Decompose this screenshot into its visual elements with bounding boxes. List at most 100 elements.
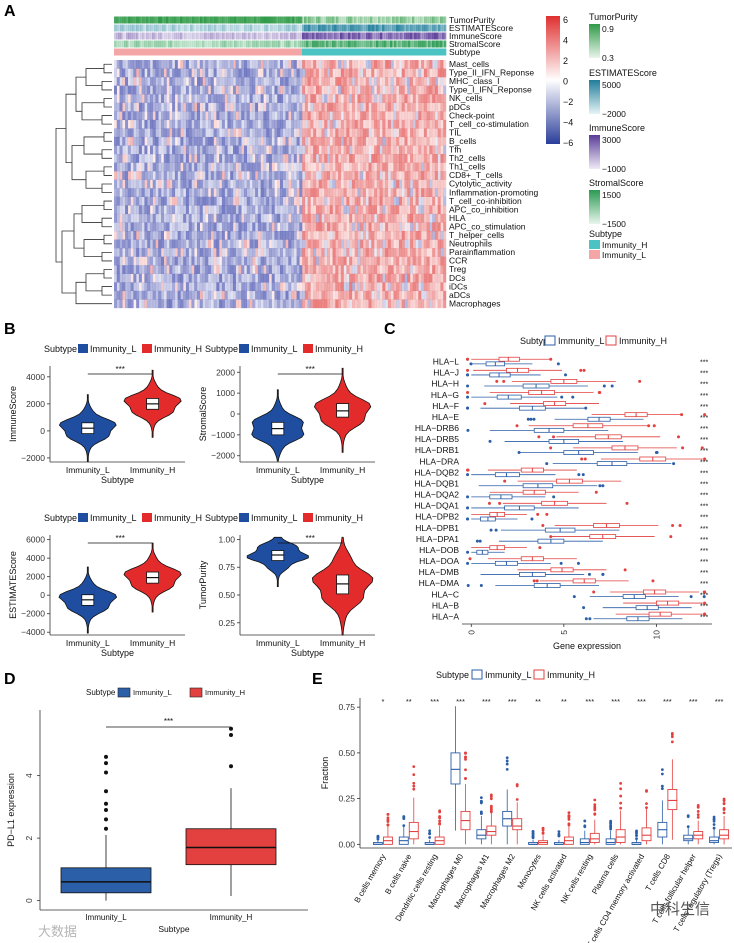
heatmap-cell (387, 239, 391, 249)
heatmap-cell (155, 94, 159, 103)
heatmap-cell (293, 162, 297, 172)
heatmap-cell (310, 273, 314, 283)
heatmap-cell (302, 111, 306, 121)
heatmap-cell (114, 119, 117, 129)
heatmap-cell (346, 68, 350, 78)
heatmap-cell (440, 60, 444, 69)
row-label: iDCs (449, 281, 467, 291)
heatmap-cell (274, 77, 278, 86)
heatmap-cell (429, 154, 433, 163)
heatmap-cell (266, 248, 270, 257)
y-tick-label: 2000 (216, 367, 235, 377)
heatmap-cell (368, 136, 372, 146)
heatmap-cell (385, 85, 389, 95)
heatmap-cell (288, 222, 292, 232)
heatmap-cell (365, 77, 369, 86)
heatmap-cell (329, 239, 333, 249)
heatmap-cell (437, 85, 441, 95)
heatmap-cell (216, 119, 220, 129)
heatmap-cell (396, 102, 400, 112)
heatmap-cell (315, 205, 319, 215)
annotation-cell (352, 32, 355, 40)
heatmap-cell (257, 256, 261, 266)
heatmap-cell (382, 68, 386, 78)
annotation-cell (326, 40, 329, 48)
legend-label: −2000 (602, 109, 626, 119)
legend-label: Immunity_L (90, 344, 137, 354)
heatmap-cell (418, 222, 422, 232)
heatmap-cell (396, 248, 400, 257)
heatmap-cell (379, 282, 383, 292)
heatmap-cell (407, 136, 411, 146)
heatmap-cell (437, 60, 441, 69)
heatmap-cell (227, 162, 231, 172)
heatmap-cell (244, 102, 247, 112)
annotation-cell (180, 48, 183, 56)
heatmap-cell (172, 273, 176, 283)
box-outlier (681, 446, 685, 450)
heatmap-cell (423, 273, 427, 283)
annotation-cell (242, 40, 245, 48)
heatmap-cell (315, 60, 319, 69)
heatmap-cell (285, 60, 289, 69)
heatmap-cell (365, 239, 369, 249)
annotation-cell (180, 32, 183, 40)
heatmap-cell (266, 60, 270, 69)
heatmap-cell (293, 265, 297, 274)
heatmap-cell (238, 256, 242, 266)
heatmap-cell (421, 265, 425, 274)
heatmap-cell (119, 256, 123, 266)
annotation-cell (286, 24, 289, 32)
heatmap-cell (302, 188, 306, 197)
heatmap-cell (296, 290, 300, 300)
heatmap-cell (280, 205, 283, 215)
heatmap-cell (122, 205, 126, 215)
annotation-cell (240, 40, 243, 48)
heatmap-cell (315, 256, 319, 266)
heatmap-cell (166, 68, 170, 78)
heatmap-cell (398, 85, 402, 95)
heatmap-cell (169, 128, 173, 138)
legend-swatch-immunity-l (117, 687, 131, 698)
heatmap-cell (180, 213, 184, 223)
heatmap-cell (291, 239, 295, 249)
heatmap-cell (174, 128, 178, 138)
heatmap-cell (368, 239, 372, 249)
heatmap-cell (197, 60, 200, 69)
heatmap-cell (426, 282, 430, 292)
annotation-cell (206, 40, 209, 48)
heatmap-cell (321, 162, 325, 172)
dendrogram-branch (83, 136, 104, 155)
heatmap-cell (172, 94, 176, 103)
annotation-cell (342, 48, 345, 56)
heatmap-cell (423, 77, 427, 86)
heatmap-cell (224, 265, 228, 274)
heatmap-cell (158, 231, 162, 240)
heatmap-cell (274, 102, 278, 112)
heatmap-cell (241, 248, 245, 257)
heatmap-cell (368, 60, 372, 69)
annotation-cell (262, 48, 265, 56)
heatmap-cell (324, 239, 328, 249)
heatmap-cell (271, 60, 275, 69)
x-tick-label: Immunity_L (66, 465, 110, 475)
heatmap-cell (385, 60, 389, 69)
annotation-cell (444, 40, 447, 48)
annotation-cell (122, 16, 125, 24)
annotation-cell (318, 32, 321, 40)
annotation-cell (244, 32, 247, 40)
heatmap-cell (398, 179, 402, 189)
heatmap-cell (202, 282, 206, 292)
heatmap-cell (288, 60, 292, 69)
heatmap-cell (114, 94, 117, 103)
x-tick-label: Immunity_H (210, 913, 253, 922)
heatmap-cell (296, 213, 300, 223)
heatmap-cell (385, 273, 389, 283)
heatmap-cell (396, 231, 400, 240)
heatmap-cell (138, 145, 142, 155)
box-outlier (584, 406, 588, 410)
annotation-cell (128, 24, 131, 32)
annotation-cell (276, 16, 279, 24)
heatmap-cell (376, 265, 380, 274)
heatmap-cell (230, 299, 234, 309)
